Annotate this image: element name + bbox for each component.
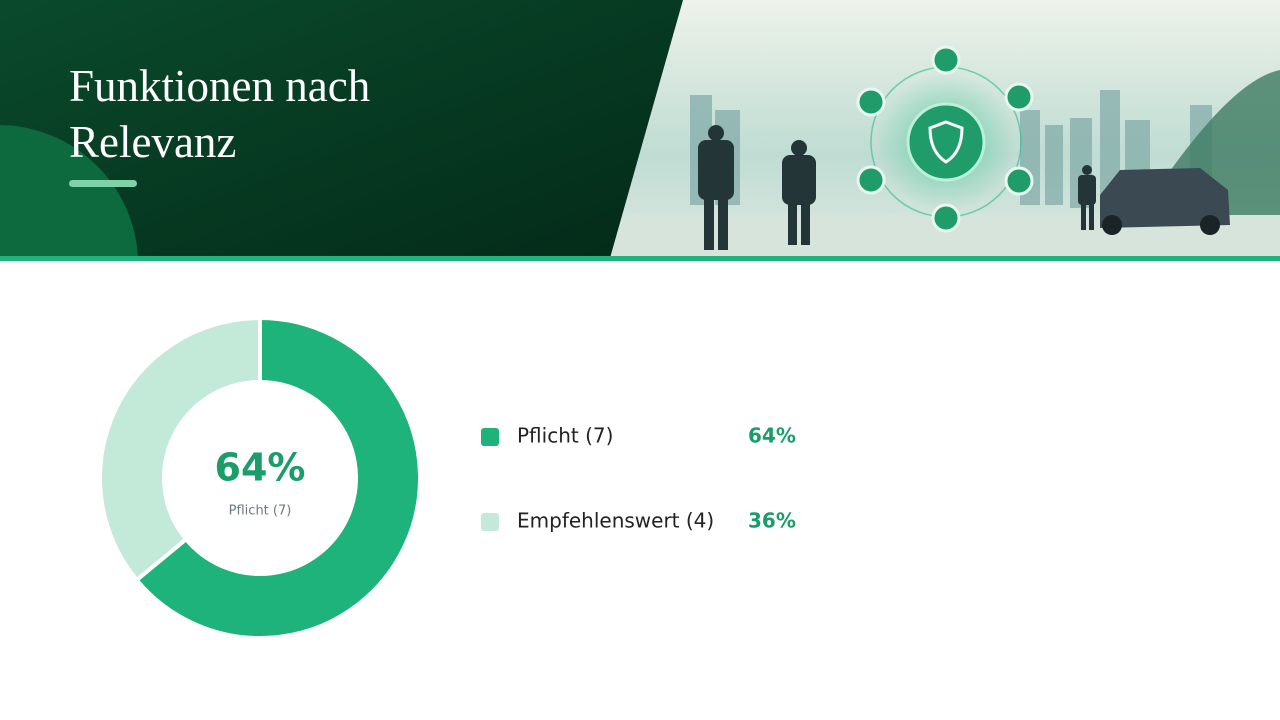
header-rule [0, 256, 1280, 261]
slide-title: Funktionen nach Relevanz [69, 61, 371, 167]
center-value: 64% [215, 446, 306, 490]
title-underline [69, 180, 137, 187]
legend-swatch [481, 428, 499, 446]
legend-value: 64% [748, 424, 796, 448]
header-image [600, 0, 1280, 258]
header-panel [0, 0, 683, 258]
center-label: Pflicht (7) [229, 504, 292, 519]
legend-swatch [481, 513, 499, 531]
decor-circle [0, 125, 138, 258]
donut-slice [133, 315, 422, 640]
donut-slice [98, 315, 262, 583]
legend-label: Pflicht (7) [517, 424, 613, 448]
legend-label: Empfehlenswert (4) [517, 509, 714, 533]
legend-value: 36% [748, 509, 796, 533]
